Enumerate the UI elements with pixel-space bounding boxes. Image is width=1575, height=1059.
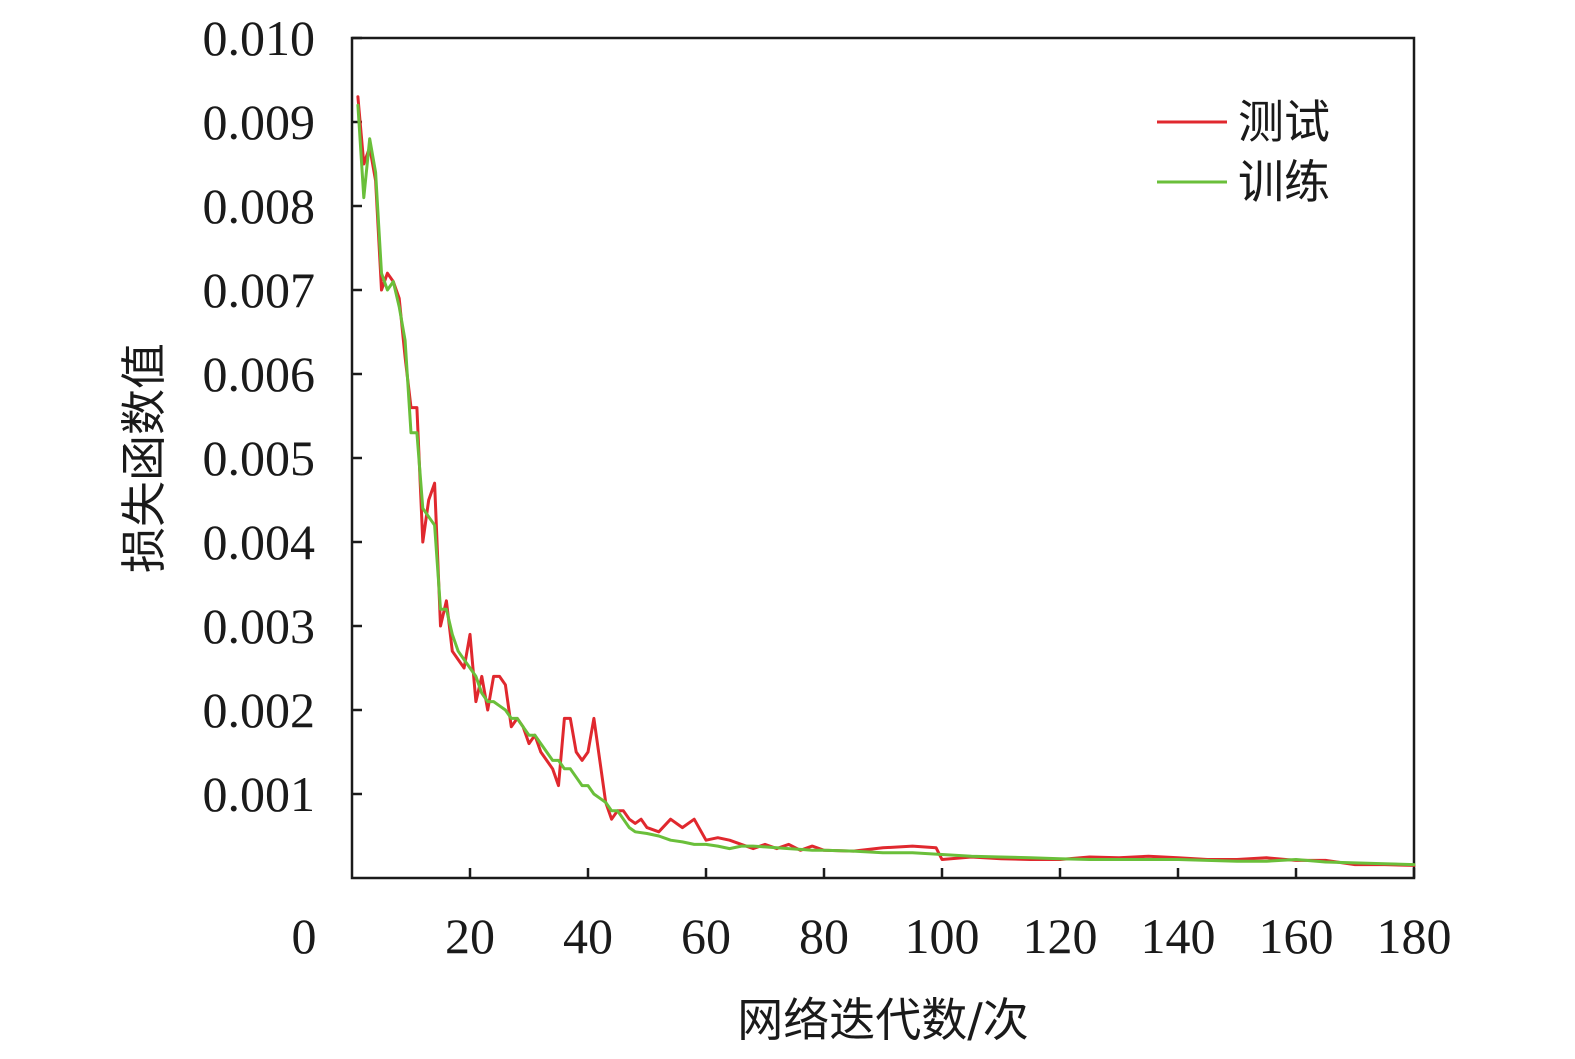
y-tick-label: 0.002 <box>203 682 316 738</box>
x-tick-label: 60 <box>681 908 731 964</box>
legend-label: 测试 <box>1238 95 1330 149</box>
x-tick-label: 160 <box>1259 908 1334 964</box>
y-tick-label: 0.007 <box>203 262 316 318</box>
y-tick-label: 0.008 <box>203 178 316 234</box>
x-tick-label: 120 <box>1023 908 1098 964</box>
x-tick-label: 140 <box>1141 908 1216 964</box>
x-axis-ticks: 0 20 40 60 80 100 120 140 160 180 <box>292 868 1452 964</box>
y-axis-label: 损失函数值 <box>117 343 171 573</box>
x-tick-label: 40 <box>563 908 613 964</box>
y-tick-label: 0.010 <box>203 10 316 66</box>
x-tick-label: 0 <box>292 908 317 964</box>
y-axis-ticks: 0.001 0.002 0.003 0.004 0.005 0.006 0.007 0.008… <box>203 10 362 822</box>
y-tick-label: 0.006 <box>203 346 316 402</box>
y-tick-label: 0.003 <box>203 598 316 654</box>
legend-label: 训练 <box>1238 155 1330 209</box>
series-lines <box>356 95 1416 867</box>
x-tick-label: 100 <box>905 908 980 964</box>
y-tick-label: 0.001 <box>203 766 316 822</box>
y-tick-label: 0.009 <box>203 94 316 150</box>
series-line-train <box>356 103 1416 867</box>
x-tick-label: 20 <box>445 908 495 964</box>
x-axis-label: 网络迭代数/次 <box>737 993 1029 1047</box>
x-tick-label: 80 <box>799 908 849 964</box>
x-tick-label: 180 <box>1377 908 1452 964</box>
y-tick-label: 0.005 <box>203 430 316 486</box>
y-tick-label: 0.004 <box>203 514 316 570</box>
series-line-test <box>356 95 1416 867</box>
